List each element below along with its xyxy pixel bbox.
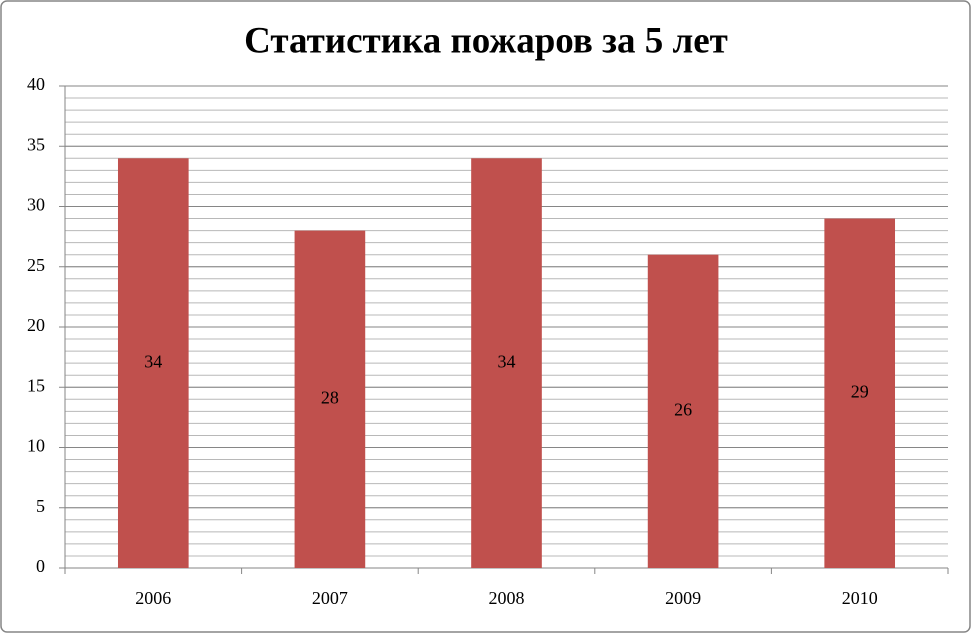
data-label: 28	[321, 387, 339, 407]
bar	[294, 230, 366, 568]
y-tick-label: 35	[27, 134, 45, 154]
bar	[471, 158, 542, 569]
bar	[117, 158, 189, 569]
x-tick-label: 2008	[489, 588, 525, 608]
x-tick-label: 2009	[665, 588, 701, 608]
data-label: 34	[498, 351, 516, 371]
x-tick-label: 2010	[842, 588, 878, 608]
y-tick-label: 5	[36, 496, 45, 516]
bar	[647, 254, 719, 568]
y-tick-label: 40	[27, 74, 45, 94]
y-tick-label: 0	[36, 556, 45, 576]
chart-title: Статистика пожаров за 5 лет	[244, 20, 728, 61]
data-label: 34	[144, 351, 162, 371]
data-label: 26	[674, 399, 692, 419]
x-tick-label: 2006	[135, 588, 171, 608]
y-tick-label: 20	[27, 315, 45, 335]
y-tick-label: 15	[27, 375, 45, 395]
y-tick-label: 10	[27, 436, 45, 456]
y-tick-label: 30	[27, 195, 45, 215]
data-label: 29	[851, 381, 869, 401]
bar	[824, 218, 896, 569]
y-tick-label: 25	[27, 255, 45, 275]
x-tick-label: 2007	[312, 588, 348, 608]
